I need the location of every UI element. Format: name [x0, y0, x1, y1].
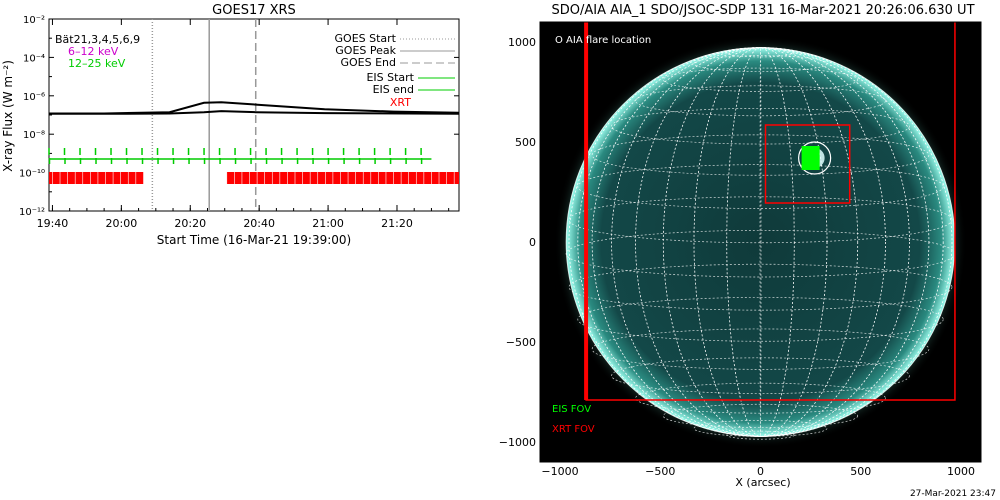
legend-goes-peak: GOES Peak: [335, 44, 396, 57]
latitude-line: [577, 297, 944, 342]
latitude-line: [635, 382, 886, 414]
legend-goes-end: GOES End: [340, 56, 396, 69]
heliographic-grid: [565, 47, 956, 440]
legend-goes-start: GOES Start: [335, 32, 397, 45]
xrt-fov-label: XRT FOV: [552, 424, 595, 435]
goes-y-ticks: 10⁻² 10⁻⁴ 10⁻⁶ 10⁻⁸ 10⁻¹⁰ 10⁻¹²: [19, 15, 459, 218]
goes-y-tick-label: 10⁻⁴: [23, 53, 45, 64]
goes-xrt-bars: [49, 172, 459, 184]
aia-y-tick-label: −1000: [499, 436, 536, 449]
aia-x-tick-label: 500: [850, 465, 871, 478]
latitude-line: [611, 107, 910, 145]
aia-flare-location-marker: [798, 141, 832, 175]
goes-y-tick-label: 10⁻¹⁰: [19, 169, 45, 180]
goes-chart: GOES17 XRS 10⁻² 10⁻⁴ 10⁻⁶ 10⁻⁸ 10⁻¹⁰ 10⁻¹² 19…: [1, 3, 460, 247]
goes-x-tick-label: 20:20: [174, 217, 206, 230]
goes-title: GOES17 XRS: [212, 3, 296, 18]
goes-x-ticks: 19:40 20:00 20:20 20:40 21:00 21:20: [37, 19, 450, 230]
aia-xlabel: X (arcsec): [735, 476, 790, 489]
goes-y-tick-label: 10⁻⁶: [23, 92, 45, 103]
latitude-line: [568, 263, 953, 311]
longitude-line: [726, 47, 795, 437]
goes-legend-right: GOES Start GOES Peak GOES End EIS Start …: [335, 32, 455, 109]
longitude-line: [662, 47, 859, 437]
legend-eis-end: EIS end: [373, 83, 414, 96]
aia-y-ticks: 1000 500 0 −500 −1000: [499, 36, 546, 449]
goes-x-tick-label: 21:00: [312, 217, 344, 230]
goes-y-tick-label: 10⁻²: [23, 15, 45, 26]
goes-series: [49, 101, 460, 115]
xrt-fov-small-box: [764, 124, 851, 204]
goes-x-tick-label: 21:20: [381, 217, 413, 230]
goes-y-tick-label: 10⁻¹²: [19, 207, 45, 218]
goes-legend-line1: Bät21,3,4,5,6,9: [55, 33, 140, 46]
goes-legend-magenta: 6–12 keV: [68, 45, 119, 58]
aia-y-tick-label: 0: [529, 236, 536, 249]
goes-series-line: [49, 110, 460, 115]
longitude-line: [759, 47, 762, 437]
latitude-line: [662, 67, 859, 92]
legend-xrt: XRT: [390, 96, 411, 109]
aia-x-ticks: −1000 −500 0 500 1000: [541, 456, 975, 478]
legend-eis-start: EIS Start: [366, 71, 414, 84]
latitude-line: [577, 164, 944, 209]
eis-fov-label: EIS FOV: [552, 404, 591, 415]
latitude-line: [568, 196, 953, 244]
aia-title: SDO/AIA AIA_1 SDO/JSOC-SDP 131 16-Mar-20…: [551, 3, 974, 18]
aia-x-tick-label: 1000: [947, 465, 975, 478]
aia-flare-location-label: O AIA flare location: [555, 35, 651, 46]
goes-x-tick-label: 20:00: [106, 217, 138, 230]
goes-ylabel: X-ray Flux (W m⁻²): [1, 60, 15, 172]
goes-y-tick-label: 10⁻⁸: [23, 130, 45, 141]
latitude-line: [591, 328, 930, 370]
aia-y-tick-label: 500: [515, 136, 536, 149]
latitude-line: [693, 420, 828, 437]
goes-xlabel: Start Time (16-Mar-21 19:39:00): [157, 233, 351, 247]
goes-eis-bars: [48, 148, 432, 164]
footer-timestamp: 27-Mar-2021 23:47: [910, 489, 996, 499]
aia-y-tick-label: −500: [506, 336, 536, 349]
aia-panel: SDO/AIA AIA_1 SDO/JSOC-SDP 131 16-Mar-20…: [499, 3, 996, 499]
latitude-line: [662, 403, 859, 428]
goes-legend-green: 12–25 keV: [68, 57, 126, 70]
eis-fov-box: [801, 146, 820, 170]
aia-x-tick-label: −500: [645, 465, 675, 478]
goes-x-tick-label: 19:40: [37, 217, 69, 230]
goes-x-tick-label: 20:40: [243, 217, 275, 230]
aia-x-tick-label: −1000: [541, 465, 578, 478]
aia-y-tick-label: 1000: [508, 36, 536, 49]
xrt-bar-1: [49, 172, 144, 184]
sun-disk: [566, 47, 955, 437]
aia-x-tick-label: 0: [757, 465, 764, 478]
latitude-line: [591, 134, 930, 176]
